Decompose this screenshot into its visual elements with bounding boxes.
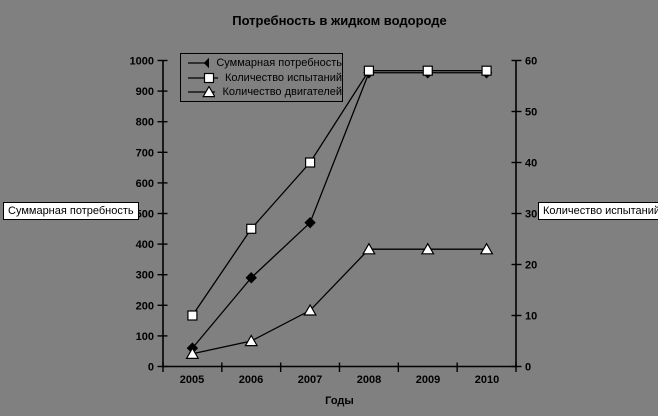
square-marker xyxy=(203,72,215,83)
legend-label: Количество испытаний xyxy=(224,71,342,84)
left-axis-title-box: Суммарная потребность xyxy=(3,202,139,220)
legend-item-test-count: Количество испытаний xyxy=(188,71,342,85)
triangle-marker xyxy=(244,334,259,347)
y-tick-label-left: 700 xyxy=(136,147,154,159)
y-tick-label-left: 1000 xyxy=(130,56,154,68)
x-tick-label: 2008 xyxy=(356,374,382,386)
right-axis-title-box: Количество испытаний xyxy=(538,202,658,220)
y-tick-label-right: 60 xyxy=(525,56,537,68)
square-marker xyxy=(363,65,375,76)
series-line xyxy=(191,72,487,349)
triangle-marker xyxy=(362,242,376,255)
y-tick-label-left: 0 xyxy=(148,362,154,374)
legend-item-total-demand: Суммарная потребность xyxy=(188,56,342,70)
chart-title: Потребность в жидком водороде xyxy=(232,13,447,28)
legend: Суммарная потребность Количество испытан… xyxy=(180,53,343,102)
x-tick-label: 2007 xyxy=(297,374,323,386)
square-series-swatch-icon xyxy=(188,72,218,83)
x-tick-label: 2006 xyxy=(238,374,264,386)
triangle-marker xyxy=(303,303,317,316)
legend-label: Суммарная потребность xyxy=(216,57,342,70)
series-square xyxy=(187,65,492,321)
triangle-marker xyxy=(185,347,200,359)
y-tick-label-right: 30 xyxy=(525,209,537,221)
y-tick-label-left: 300 xyxy=(136,270,154,282)
legend-label: Количество двигателей xyxy=(222,85,342,98)
square-marker xyxy=(481,65,492,76)
legend-item-engine-count: Количество двигателей xyxy=(188,85,342,99)
y-tick-label-right: 20 xyxy=(525,260,537,272)
y-tick-label-left: 200 xyxy=(136,300,154,312)
y-tick-label-right: 0 xyxy=(525,362,531,374)
y-tick-label-left: 900 xyxy=(136,86,154,98)
diamond-marker xyxy=(245,272,257,284)
x-tick-label: 2009 xyxy=(415,374,441,386)
y-tick-label-right: 40 xyxy=(525,158,537,170)
y-tick-label-right: 50 xyxy=(525,107,537,119)
square-marker xyxy=(304,157,316,168)
triangle-marker xyxy=(420,242,435,255)
x-axis-title: Годы xyxy=(325,395,354,407)
triangle-marker xyxy=(479,242,494,255)
y-tick-label-left: 600 xyxy=(136,178,154,190)
diamond-marker xyxy=(203,58,210,69)
series-line xyxy=(191,70,487,316)
square-marker xyxy=(187,310,198,321)
triangle-marker xyxy=(202,85,216,97)
y-tick-label-left: 100 xyxy=(136,331,154,343)
diamond-series-swatch-icon xyxy=(188,58,210,69)
series-line xyxy=(192,248,487,355)
diamond-marker xyxy=(304,216,316,229)
y-tick-label-left: 500 xyxy=(136,209,154,221)
series-diamond xyxy=(186,67,493,354)
triangle-series-swatch-icon xyxy=(188,85,216,97)
square-marker xyxy=(422,65,433,76)
y-tick-label-left: 400 xyxy=(136,239,154,251)
x-tick-label: 2010 xyxy=(474,374,500,386)
x-tick-label: 2005 xyxy=(179,374,205,386)
square-marker xyxy=(246,223,257,234)
series-triangle xyxy=(185,242,494,359)
y-tick-label-right: 10 xyxy=(525,311,537,323)
y-tick-label-left: 800 xyxy=(136,117,154,129)
